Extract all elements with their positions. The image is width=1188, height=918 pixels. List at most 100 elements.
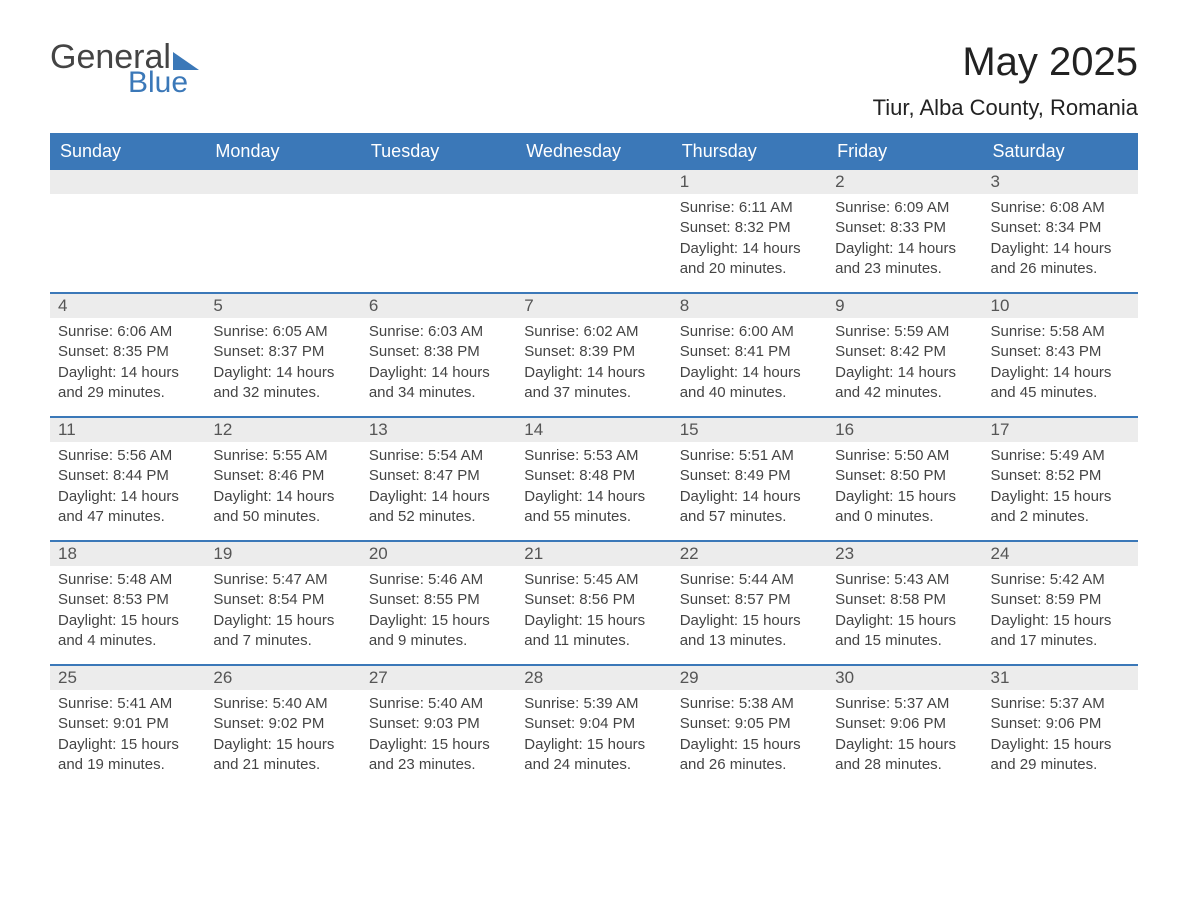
day-cell: 13Sunrise: 5:54 AMSunset: 8:47 PMDayligh… (361, 418, 516, 540)
logo: General Blue (50, 40, 199, 98)
sunset-line: Sunset: 8:50 PM (835, 466, 974, 486)
daylight-line: Daylight: 15 hours and 21 minutes. (213, 735, 352, 776)
daylight-line: Daylight: 15 hours and 4 minutes. (58, 611, 197, 652)
sunrise-line: Sunrise: 6:02 AM (524, 322, 663, 342)
day-body: Sunrise: 5:40 AMSunset: 9:02 PMDaylight:… (205, 690, 360, 785)
day-cell: 28Sunrise: 5:39 AMSunset: 9:04 PMDayligh… (516, 666, 671, 788)
day-number: 31 (983, 666, 1138, 690)
day-cell: 23Sunrise: 5:43 AMSunset: 8:58 PMDayligh… (827, 542, 982, 664)
daylight-line: Daylight: 14 hours and 42 minutes. (835, 363, 974, 404)
day-body (50, 194, 205, 274)
sunset-line: Sunset: 9:05 PM (680, 714, 819, 734)
day-cell: 12Sunrise: 5:55 AMSunset: 8:46 PMDayligh… (205, 418, 360, 540)
sunset-line: Sunset: 8:35 PM (58, 342, 197, 362)
day-number: 5 (205, 294, 360, 318)
day-body: Sunrise: 5:55 AMSunset: 8:46 PMDaylight:… (205, 442, 360, 537)
day-number: 15 (672, 418, 827, 442)
sunset-line: Sunset: 8:32 PM (680, 218, 819, 238)
weeks-container: 1Sunrise: 6:11 AMSunset: 8:32 PMDaylight… (50, 170, 1138, 788)
day-number (205, 170, 360, 194)
sunset-line: Sunset: 8:52 PM (991, 466, 1130, 486)
day-cell: 15Sunrise: 5:51 AMSunset: 8:49 PMDayligh… (672, 418, 827, 540)
day-number (516, 170, 671, 194)
day-number: 7 (516, 294, 671, 318)
daylight-line: Daylight: 15 hours and 9 minutes. (369, 611, 508, 652)
day-number: 13 (361, 418, 516, 442)
day-body: Sunrise: 5:37 AMSunset: 9:06 PMDaylight:… (827, 690, 982, 785)
day-cell: 10Sunrise: 5:58 AMSunset: 8:43 PMDayligh… (983, 294, 1138, 416)
sunrise-line: Sunrise: 6:11 AM (680, 198, 819, 218)
day-number: 23 (827, 542, 982, 566)
day-body: Sunrise: 6:02 AMSunset: 8:39 PMDaylight:… (516, 318, 671, 413)
daylight-line: Daylight: 15 hours and 23 minutes. (369, 735, 508, 776)
daylight-line: Daylight: 14 hours and 26 minutes. (991, 239, 1130, 280)
day-number: 12 (205, 418, 360, 442)
daylight-line: Daylight: 14 hours and 45 minutes. (991, 363, 1130, 404)
sunset-line: Sunset: 8:59 PM (991, 590, 1130, 610)
daylight-line: Daylight: 15 hours and 13 minutes. (680, 611, 819, 652)
day-number: 22 (672, 542, 827, 566)
sunset-line: Sunset: 8:33 PM (835, 218, 974, 238)
sunset-line: Sunset: 8:34 PM (991, 218, 1130, 238)
week-row: 25Sunrise: 5:41 AMSunset: 9:01 PMDayligh… (50, 664, 1138, 788)
day-cell: 30Sunrise: 5:37 AMSunset: 9:06 PMDayligh… (827, 666, 982, 788)
daylight-line: Daylight: 15 hours and 29 minutes. (991, 735, 1130, 776)
day-number: 20 (361, 542, 516, 566)
daylight-line: Daylight: 14 hours and 52 minutes. (369, 487, 508, 528)
day-number: 4 (50, 294, 205, 318)
day-body: Sunrise: 5:51 AMSunset: 8:49 PMDaylight:… (672, 442, 827, 537)
sunrise-line: Sunrise: 6:05 AM (213, 322, 352, 342)
sunrise-line: Sunrise: 6:03 AM (369, 322, 508, 342)
sunset-line: Sunset: 8:49 PM (680, 466, 819, 486)
day-number: 10 (983, 294, 1138, 318)
sunset-line: Sunset: 8:44 PM (58, 466, 197, 486)
sunset-line: Sunset: 8:56 PM (524, 590, 663, 610)
sunrise-line: Sunrise: 5:39 AM (524, 694, 663, 714)
week-row: 4Sunrise: 6:06 AMSunset: 8:35 PMDaylight… (50, 292, 1138, 416)
daylight-line: Daylight: 14 hours and 32 minutes. (213, 363, 352, 404)
sunrise-line: Sunrise: 5:53 AM (524, 446, 663, 466)
day-body: Sunrise: 6:03 AMSunset: 8:38 PMDaylight:… (361, 318, 516, 413)
sunrise-line: Sunrise: 6:08 AM (991, 198, 1130, 218)
day-number (361, 170, 516, 194)
daylight-line: Daylight: 15 hours and 0 minutes. (835, 487, 974, 528)
day-cell: 9 Sunrise: 5:59 AMSunset: 8:42 PMDaylight… (827, 294, 982, 416)
day-cell: 19Sunrise: 5:47 AMSunset: 8:54 PMDayligh… (205, 542, 360, 664)
day-cell: 22Sunrise: 5:44 AMSunset: 8:57 PMDayligh… (672, 542, 827, 664)
sunrise-line: Sunrise: 5:37 AM (835, 694, 974, 714)
sunrise-line: Sunrise: 5:54 AM (369, 446, 508, 466)
day-body: Sunrise: 5:45 AMSunset: 8:56 PMDaylight:… (516, 566, 671, 661)
day-body: Sunrise: 5:43 AMSunset: 8:58 PMDaylight:… (827, 566, 982, 661)
day-number: 8 (672, 294, 827, 318)
daylight-line: Daylight: 14 hours and 40 minutes. (680, 363, 819, 404)
sunrise-line: Sunrise: 5:49 AM (991, 446, 1130, 466)
week-row: 18Sunrise: 5:48 AMSunset: 8:53 PMDayligh… (50, 540, 1138, 664)
day-number: 14 (516, 418, 671, 442)
sunrise-line: Sunrise: 5:48 AM (58, 570, 197, 590)
day-number: 11 (50, 418, 205, 442)
day-cell: 20Sunrise: 5:46 AMSunset: 8:55 PMDayligh… (361, 542, 516, 664)
day-cell (50, 170, 205, 292)
daylight-line: Daylight: 15 hours and 7 minutes. (213, 611, 352, 652)
daylight-line: Daylight: 15 hours and 19 minutes. (58, 735, 197, 776)
day-number: 9 (827, 294, 982, 318)
sunset-line: Sunset: 9:06 PM (991, 714, 1130, 734)
day-number: 25 (50, 666, 205, 690)
weekday-header-cell: Saturday (983, 133, 1138, 170)
sunset-line: Sunset: 9:06 PM (835, 714, 974, 734)
daylight-line: Daylight: 14 hours and 55 minutes. (524, 487, 663, 528)
day-body: Sunrise: 5:44 AMSunset: 8:57 PMDaylight:… (672, 566, 827, 661)
sunset-line: Sunset: 8:42 PM (835, 342, 974, 362)
day-body: Sunrise: 5:49 AMSunset: 8:52 PMDaylight:… (983, 442, 1138, 537)
sunset-line: Sunset: 8:41 PM (680, 342, 819, 362)
daylight-line: Daylight: 14 hours and 50 minutes. (213, 487, 352, 528)
daylight-line: Daylight: 15 hours and 11 minutes. (524, 611, 663, 652)
day-number: 26 (205, 666, 360, 690)
day-number: 21 (516, 542, 671, 566)
day-cell: 18Sunrise: 5:48 AMSunset: 8:53 PMDayligh… (50, 542, 205, 664)
day-body: Sunrise: 6:06 AMSunset: 8:35 PMDaylight:… (50, 318, 205, 413)
sunset-line: Sunset: 8:58 PM (835, 590, 974, 610)
sunrise-line: Sunrise: 5:51 AM (680, 446, 819, 466)
sunrise-line: Sunrise: 5:43 AM (835, 570, 974, 590)
sunrise-line: Sunrise: 5:59 AM (835, 322, 974, 342)
